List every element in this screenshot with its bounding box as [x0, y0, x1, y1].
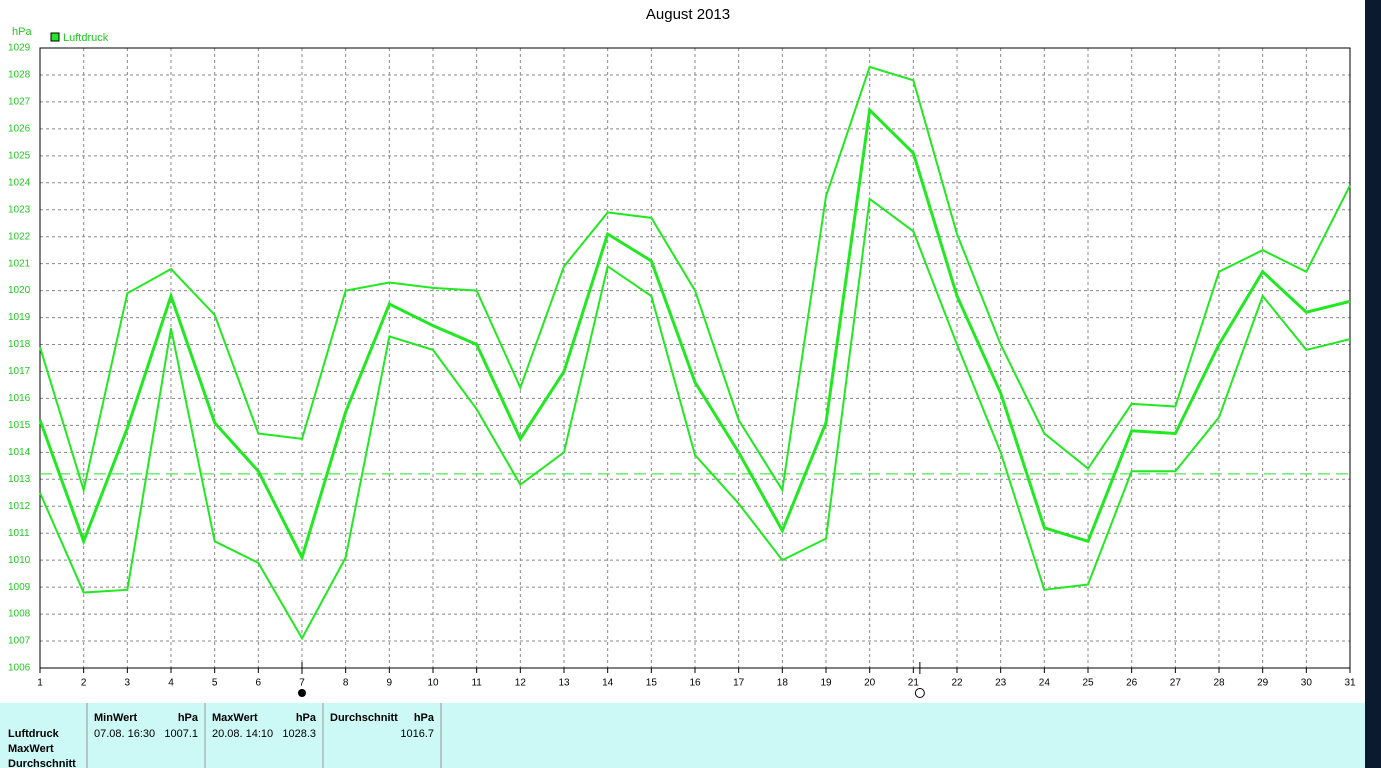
y-tick-label: 1021	[8, 258, 31, 269]
x-tick-label: 24	[1039, 678, 1051, 689]
y-tick-label: 1019	[8, 312, 31, 323]
y-tick-label: 1020	[8, 285, 31, 296]
x-tick-label: 19	[820, 678, 832, 689]
y-tick-label: 1012	[8, 501, 31, 512]
y-tick-label: 1013	[8, 474, 31, 485]
y-tick-label: 1029	[8, 43, 31, 54]
x-tick-label: 20	[864, 678, 876, 689]
plot-frame	[39, 47, 1351, 669]
legend-label: Luftdruck	[63, 32, 109, 44]
y-tick-label: 1011	[8, 528, 30, 539]
y-tick-label: 1015	[8, 420, 31, 431]
x-tick-label: 25	[1082, 678, 1094, 689]
col-header: MaxWert	[212, 712, 258, 724]
cell: 20.08. 14:10	[212, 728, 273, 740]
x-tick-label: 30	[1301, 678, 1313, 689]
x-tick-label: 14	[602, 678, 614, 689]
cell: 07.08. 16:30	[94, 728, 155, 740]
chart-title: August 2013	[646, 6, 730, 23]
x-tick-label: 1	[37, 678, 43, 689]
x-tick-label: 5	[212, 678, 218, 689]
x-tick-label: 27	[1170, 678, 1182, 689]
x-tick-label: 10	[427, 678, 439, 689]
x-tick-label: 18	[777, 678, 789, 689]
row-label: MaxWert	[8, 743, 54, 755]
max-marker	[914, 688, 925, 698]
side-strip	[1365, 0, 1381, 768]
y-tick-label: 1014	[8, 447, 31, 458]
x-tick-label: 6	[256, 678, 262, 689]
col-unit: hPa	[178, 712, 199, 724]
x-tick-label: 22	[951, 678, 963, 689]
y-tick-label: 1018	[8, 339, 31, 350]
y-tick-label: 1016	[8, 393, 31, 404]
y-tick-label: 1027	[8, 97, 31, 108]
x-tick-label: 2	[81, 678, 87, 689]
row-label: Durchschnitt	[8, 758, 76, 768]
cell: 1007.1	[164, 728, 198, 740]
col-unit: hPa	[414, 712, 435, 724]
x-tick-label: 26	[1126, 678, 1138, 689]
x-tick-label: 31	[1344, 678, 1356, 689]
x-tick-label: 29	[1257, 678, 1269, 689]
x-tick-label: 23	[995, 678, 1007, 689]
y-tick-label: 1028	[8, 70, 31, 81]
min-marker	[298, 689, 306, 697]
x-tick-label: 4	[168, 678, 174, 689]
y-tick-label: 1007	[8, 636, 31, 647]
y-tick-label: 1017	[8, 366, 31, 377]
cell: 1016.7	[400, 728, 434, 740]
y-tick-label: 1022	[8, 231, 31, 242]
y-tick-label: 1024	[8, 177, 31, 188]
x-tick-label: 9	[387, 678, 393, 689]
legend-swatch	[50, 32, 60, 42]
x-tick-label: 7	[299, 678, 305, 689]
col-header: MinWert	[94, 712, 138, 724]
cell: 1028.3	[282, 728, 316, 740]
x-tick-label: 17	[733, 678, 745, 689]
x-tick-label: 12	[515, 678, 527, 689]
x-tick-label: 3	[125, 678, 131, 689]
series-line	[39, 197, 1351, 641]
y-tick-label: 1006	[8, 663, 31, 674]
summary-panel	[0, 703, 1365, 768]
y-tick-label: 1008	[8, 609, 31, 620]
x-tick-label: 21	[908, 678, 920, 689]
series-line	[39, 65, 1351, 495]
x-tick-label: 13	[558, 678, 570, 689]
col-header: Durchschnitt	[330, 712, 398, 724]
y-unit: hPa	[12, 26, 32, 38]
col-unit: hPa	[296, 712, 317, 724]
y-tick-label: 1010	[8, 555, 31, 566]
x-tick-label: 8	[343, 678, 349, 689]
y-tick-label: 1026	[8, 124, 31, 135]
y-tick-label: 1025	[8, 150, 31, 161]
x-tick-label: 28	[1213, 678, 1225, 689]
y-tick-label: 1023	[8, 204, 31, 215]
row-label: Luftdruck	[8, 728, 60, 740]
x-tick-label: 16	[689, 678, 701, 689]
y-tick-label: 1009	[8, 582, 31, 593]
x-tick-label: 15	[646, 678, 658, 689]
x-tick-label: 11	[471, 678, 482, 689]
series-line	[38, 106, 1351, 562]
